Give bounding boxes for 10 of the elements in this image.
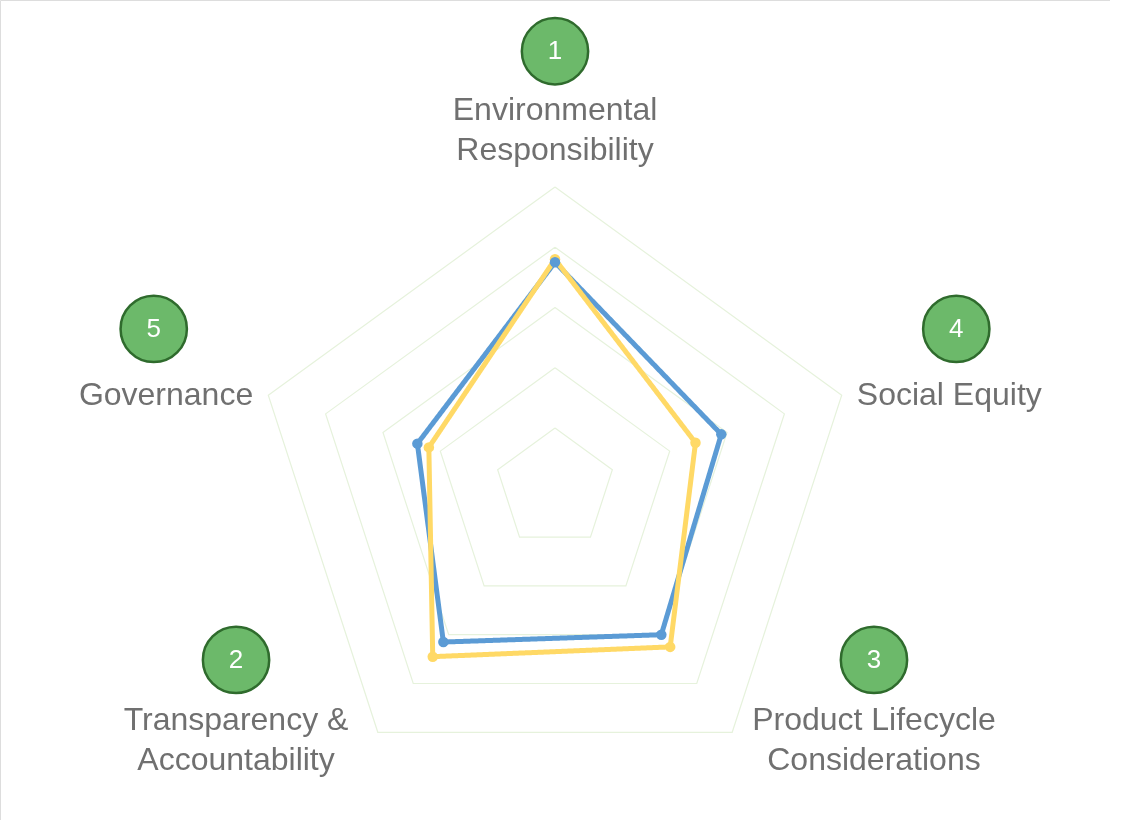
text: 4: [949, 312, 964, 343]
spoke-label: Governance: [78, 376, 254, 413]
text: 1: [547, 35, 563, 66]
text: 3: [866, 643, 882, 674]
text: 2: [228, 643, 244, 674]
spoke-label: Product Lifecycle Considerations: [752, 701, 996, 778]
text: 5: [146, 312, 161, 343]
spoke-label: Transparency & Accountability: [123, 701, 349, 778]
spoke-label: Environmental Responsibility: [452, 90, 658, 167]
spoke-label: Social Equity: [856, 376, 1042, 413]
